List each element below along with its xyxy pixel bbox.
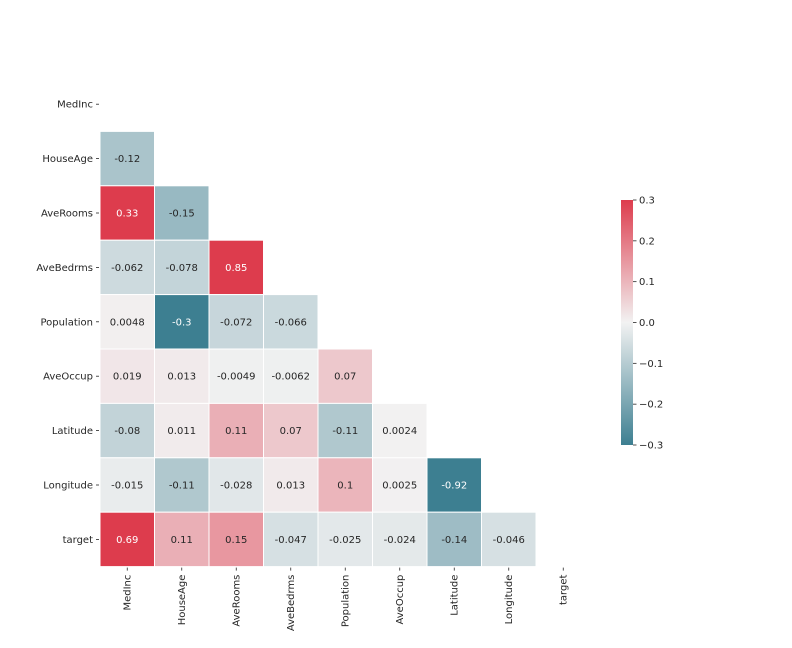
heatmap-cell-AveRooms-MedInc [99, 185, 155, 241]
heatmap-cells [99, 130, 537, 568]
heatmap-cell-target-Latitude [426, 511, 482, 568]
cell-value-label: -0.028 [220, 481, 252, 492]
cell-value-label: -0.072 [220, 317, 252, 328]
cell-value-label: -0.015 [111, 481, 143, 492]
heatmap-cell-Latitude-AveOccup [372, 402, 428, 459]
cell-value-label: 0.011 [167, 426, 196, 437]
cell-value-label: -0.062 [111, 263, 143, 274]
y-tick-label-Population: Population [40, 317, 93, 328]
cell-value-label: 0.019 [113, 372, 142, 383]
cell-value-label: 0.33 [116, 209, 138, 220]
cell-value-label: -0.078 [166, 263, 198, 274]
heatmap-cell-Longitude-AveOccup [372, 457, 428, 513]
cell-value-label: 0.15 [225, 535, 247, 546]
x-tick-label-HouseAge: HouseAge [177, 575, 188, 626]
heatmap-cell-Latitude-AveBedrms [263, 402, 319, 459]
y-tick-label-HouseAge: HouseAge [42, 154, 93, 165]
heatmap-cell-Population-AveBedrms [263, 294, 319, 350]
x-tick-label-Population: Population [341, 575, 352, 628]
y-axis: MedInc HouseAge AveRooms AveBedrms Populatio… [36, 100, 99, 546]
cell-value-label: 0.0048 [110, 317, 145, 328]
cell-value-label: -0.025 [329, 535, 361, 546]
y-tick-label-AveRooms: AveRooms [41, 209, 93, 220]
heatmap-cell-AveRooms-HouseAge [154, 185, 210, 241]
colorbar: 0.3 0.2 0.1 0.0 −0.1 −0.2 −0.3 [621, 196, 663, 452]
cell-value-label: -0.11 [169, 481, 195, 492]
y-tick-label-Longitude: Longitude [43, 481, 93, 492]
cell-value-label: 0.1 [337, 481, 353, 492]
heatmap-cell-target-AveRooms [208, 511, 264, 568]
colorbar-tick-label: 0.0 [639, 318, 655, 329]
cell-value-label: 0.013 [276, 481, 305, 492]
colorbar-tick-label: 0.1 [639, 277, 655, 288]
y-tick-label-MedInc: MedInc [57, 100, 93, 111]
heatmap-cell-AveOccup-HouseAge [154, 348, 210, 404]
cell-value-label: 0.0025 [382, 481, 417, 492]
x-tick-label-AveRooms: AveRooms [232, 575, 243, 627]
cell-value-label: -0.0049 [217, 372, 256, 383]
heatmap-cell-Latitude-MedInc [99, 402, 155, 459]
y-tick-label-AveOccup: AveOccup [43, 372, 93, 383]
cell-value-label: 0.11 [225, 426, 247, 437]
y-tick-label-Latitude: Latitude [52, 426, 93, 437]
cell-value-label: -0.046 [493, 535, 525, 546]
cell-value-label: -0.12 [114, 154, 140, 165]
y-tick-label-target: target [63, 535, 93, 546]
cell-value-label: -0.024 [384, 535, 416, 546]
cell-value-label: 0.0024 [382, 426, 417, 437]
heatmap-cell-AveOccup-AveBedrms [263, 348, 319, 404]
heatmap-cell-Latitude-HouseAge [154, 402, 210, 459]
x-axis: MedInc HouseAge AveRooms AveBedrms Populatio… [123, 567, 570, 632]
cell-value-label: 0.013 [167, 372, 196, 383]
cell-value-label: 0.07 [334, 372, 356, 383]
x-tick-label-MedInc: MedInc [123, 575, 134, 611]
x-tick-label-Longitude: Longitude [504, 575, 515, 625]
colorbar-tick-label: −0.3 [639, 441, 663, 452]
colorbar-tick-label: −0.1 [639, 359, 663, 370]
cell-value-label: -0.0062 [271, 372, 310, 383]
heatmap-cell-target-AveOccup [372, 511, 428, 568]
cell-value-label: 0.85 [225, 263, 247, 274]
cell-value-label: 0.07 [280, 426, 302, 437]
colorbar-tick-label: 0.2 [639, 236, 655, 247]
colorbar-tick-label: 0.3 [639, 196, 655, 207]
heatmap-cell-HouseAge-MedInc [99, 130, 155, 187]
colorbar-tick-label: −0.2 [639, 400, 663, 411]
x-tick-label-AveBedrms: AveBedrms [286, 575, 297, 632]
cell-value-label: -0.14 [441, 535, 467, 546]
cell-value-label: -0.08 [114, 426, 140, 437]
cell-value-label: -0.3 [172, 317, 192, 328]
cell-value-label: -0.15 [169, 209, 195, 220]
cell-value-label: -0.047 [275, 535, 307, 546]
heatmap-cell-Longitude-HouseAge [154, 457, 210, 513]
y-tick-label-AveBedrms: AveBedrms [36, 263, 93, 274]
heatmap-cell-Latitude-AveRooms [208, 402, 264, 459]
heatmap-cell-labels: -0.12 0.33 -0.15 -0.062 -0.078 0.85 0.0048 -0.3… [110, 154, 525, 546]
colorbar-gradient [621, 200, 633, 445]
heatmap-cell-target-Longitude [481, 511, 537, 568]
x-tick-label-Latitude: Latitude [450, 575, 461, 616]
heatmap-cell-Latitude-Population [317, 402, 373, 459]
cell-value-label: -0.92 [441, 481, 467, 492]
x-tick-label-AveOccup: AveOccup [395, 575, 406, 625]
cell-value-label: -0.11 [332, 426, 358, 437]
heatmap-cell-Population-HouseAge [154, 294, 210, 350]
cell-value-label: -0.066 [275, 317, 307, 328]
heatmap-cell-AveBedrms-AveRooms [208, 239, 264, 296]
heatmap-cell-Longitude-AveBedrms [263, 457, 319, 513]
colorbar-ticks: 0.3 0.2 0.1 0.0 −0.1 −0.2 −0.3 [633, 196, 663, 452]
heatmap-cell-Longitude-Latitude [426, 457, 482, 513]
cell-value-label: 0.69 [116, 535, 138, 546]
x-tick-label-target: target [559, 575, 570, 605]
heatmap-cell-Longitude-MedInc [99, 457, 155, 513]
heatmap-cell-target-MedInc [99, 511, 155, 568]
cell-value-label: 0.11 [171, 535, 193, 546]
